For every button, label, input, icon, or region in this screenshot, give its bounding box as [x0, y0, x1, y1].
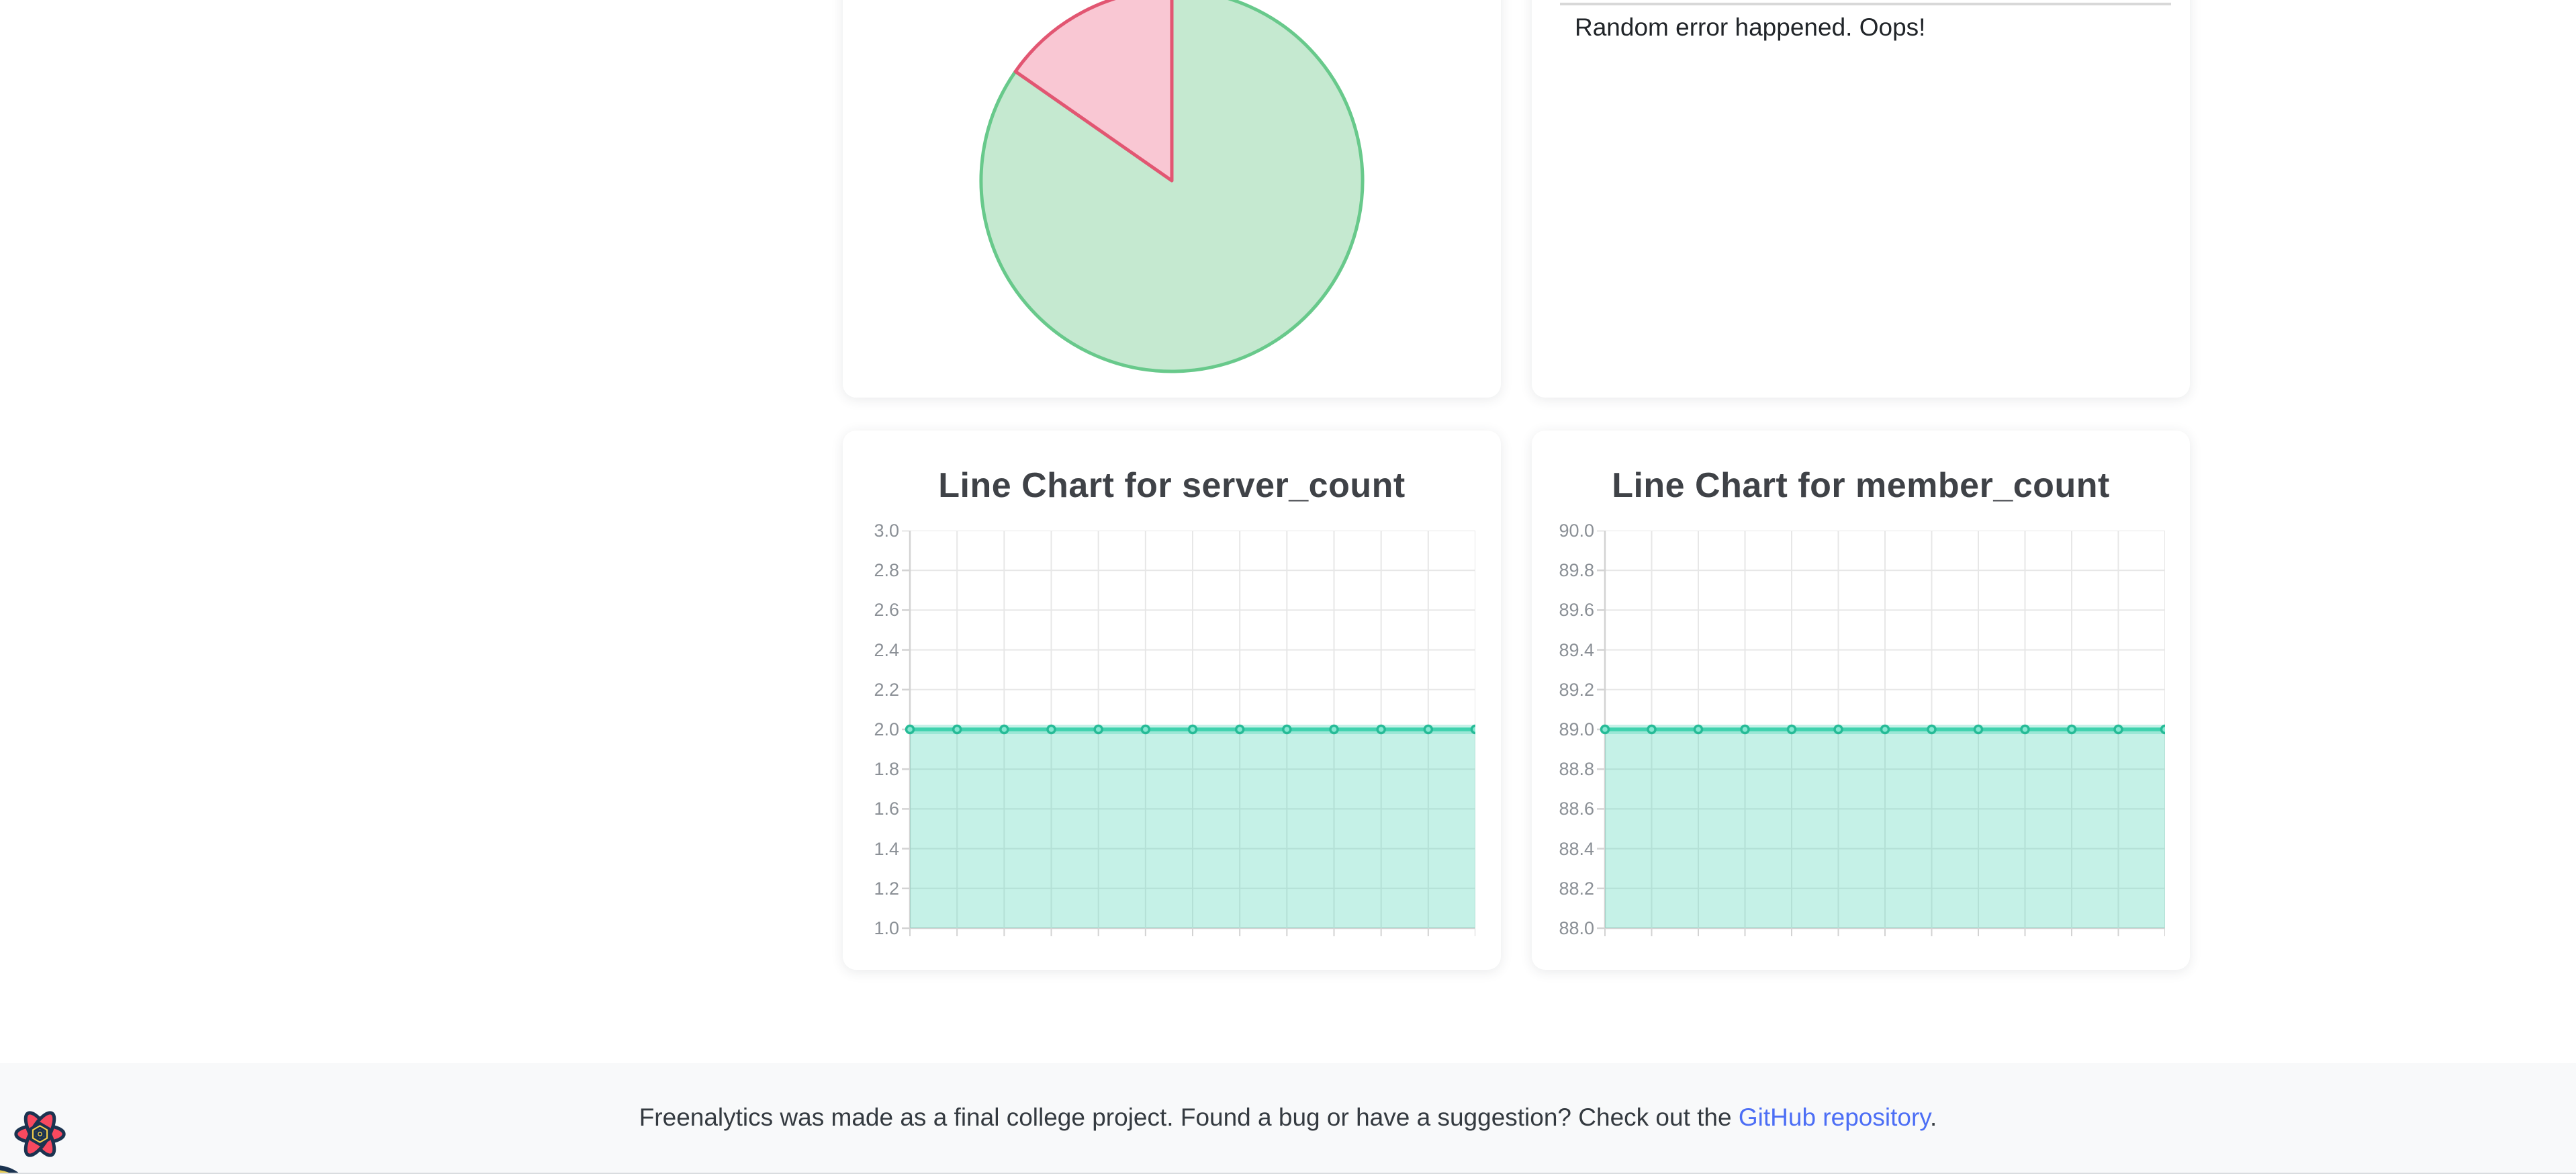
footer: Freenalytics was made as a final college…: [0, 1063, 2576, 1174]
data-point[interactable]: [1693, 724, 1704, 735]
y-tick-label: 89.0: [1559, 719, 1594, 739]
server-count-line-chart[interactable]: [902, 531, 1475, 938]
data-point[interactable]: [1234, 724, 1245, 735]
data-point[interactable]: [952, 724, 962, 735]
pink-slice[interactable]: [1013, 0, 1174, 183]
y-tick-label: 3.0: [874, 521, 899, 541]
chart-title: Line Chart for member_count: [1612, 466, 2110, 505]
data-point[interactable]: [1600, 724, 1610, 735]
green-slice[interactable]: [979, 0, 1365, 373]
y-tick-label: 1.2: [874, 878, 899, 899]
y-tick-label: 1.0: [874, 918, 899, 938]
data-point[interactable]: [905, 724, 915, 735]
y-tick-label: 1.6: [874, 799, 899, 819]
y-tick-label: 1.4: [874, 838, 899, 859]
y-tick-label: 2.4: [874, 639, 899, 660]
data-point[interactable]: [1140, 724, 1151, 735]
y-tick-label: 2.8: [874, 560, 899, 581]
data-point[interactable]: [1786, 724, 1797, 735]
data-point[interactable]: [2113, 724, 2123, 735]
data-point[interactable]: [1740, 724, 1750, 735]
data-point[interactable]: [1470, 724, 1476, 735]
y-axis-labels: 3.0 2.8 2.6 2.4 2.2 2.0 1.8 1.6 1.4 1.2 1.0: [843, 521, 899, 938]
data-point[interactable]: [1093, 724, 1103, 735]
data-point[interactable]: [1046, 724, 1056, 735]
data-point[interactable]: [2066, 724, 2077, 735]
data-point[interactable]: [2160, 724, 2166, 735]
y-tick-label: 2.6: [874, 600, 899, 621]
data-point[interactable]: [1880, 724, 1890, 735]
y-tick-label: 89.4: [1559, 639, 1594, 660]
y-tick-label: 88.2: [1559, 878, 1594, 899]
bottom-divider: [0, 1173, 2576, 1174]
github-repository-link[interactable]: GitHub repository: [1738, 1103, 1931, 1131]
y-tick-label: 90.0: [1559, 521, 1594, 541]
data-point[interactable]: [1833, 724, 1843, 735]
footer-text-after: .: [1930, 1103, 1937, 1131]
y-tick-label: 1.8: [874, 759, 899, 780]
y-tick-label: 2.0: [874, 719, 899, 739]
y-tick-label: 89.8: [1559, 560, 1594, 581]
y-tick-label: 2.2: [874, 679, 899, 700]
data-point[interactable]: [1423, 724, 1434, 735]
data-point[interactable]: [1376, 724, 1386, 735]
y-tick-label: 88.6: [1559, 799, 1594, 819]
pie-chart[interactable]: [843, 0, 1501, 398]
server-count-chart-card: Line Chart for server_count 3.0 2.8 2.6 2.4…: [843, 431, 1501, 970]
card-divider: [1560, 3, 2171, 5]
atom-flower-logo-icon[interactable]: [12, 1106, 68, 1162]
y-tick-label: 89.6: [1559, 600, 1594, 621]
data-point[interactable]: [1329, 724, 1339, 735]
data-point[interactable]: [1187, 724, 1198, 735]
member-count-line-chart[interactable]: [1597, 531, 2165, 938]
y-axis-labels: 90.0 89.8 89.6 89.4 89.2 89.0 88.8 88.6 88.4 88.2…: [1532, 521, 1594, 938]
error-card: Random error happened. Oops!: [1532, 0, 2190, 398]
data-point[interactable]: [1282, 724, 1292, 735]
chart-title: Line Chart for server_count: [938, 466, 1406, 505]
data-point[interactable]: [999, 724, 1009, 735]
footer-text: Freenalytics was made as a final college…: [0, 1102, 2576, 1133]
data-point[interactable]: [2020, 724, 2030, 735]
y-tick-label: 89.2: [1559, 679, 1594, 700]
data-point[interactable]: [1973, 724, 1984, 735]
member-count-chart-card: Line Chart for member_count 90.0 89.8 89.6…: [1532, 431, 2190, 970]
y-tick-label: 88.4: [1559, 838, 1594, 859]
y-tick-label: 88.8: [1559, 759, 1594, 780]
data-point[interactable]: [1647, 724, 1657, 735]
y-tick-label: 88.0: [1559, 918, 1594, 938]
error-message: Random error happened. Oops!: [1575, 13, 1926, 41]
data-point[interactable]: [1927, 724, 1937, 735]
footer-text-before: Freenalytics was made as a final college…: [639, 1103, 1739, 1131]
pie-chart-card: [843, 0, 1501, 398]
